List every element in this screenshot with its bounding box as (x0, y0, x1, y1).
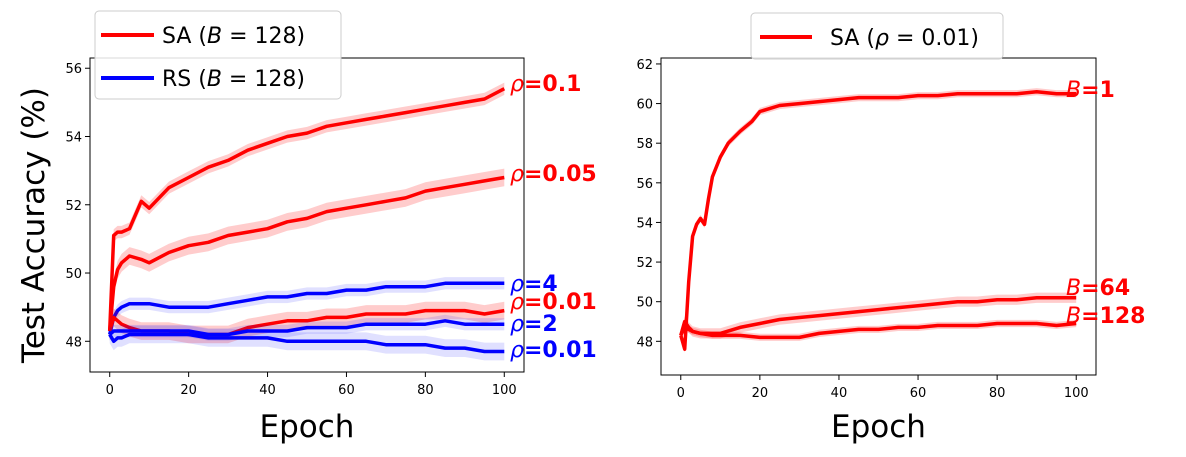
legend-label-sa: SA (B = 128) (162, 24, 305, 49)
y-tick-label: 52 (65, 199, 82, 214)
series-line (107, 281, 505, 335)
x-axis-label: Epoch (260, 409, 355, 445)
series-sa-ρ=0.1: ρ=0.1 (107, 72, 581, 338)
y-tick-label: 50 (65, 267, 82, 282)
legend-label-sa: SA (ρ = 0.01) (830, 26, 979, 51)
series-band (680, 292, 1077, 341)
y-tick-label: 54 (636, 216, 653, 231)
series-line (108, 308, 505, 337)
x-tick-label: 20 (180, 383, 197, 398)
series-end-label: B=1 (1066, 78, 1115, 103)
x-tick-label: 40 (259, 383, 276, 398)
series-sa-B=1: B=1 (679, 78, 1115, 353)
y-tick-label: 50 (636, 296, 653, 311)
series-end-label: ρ=0.1 (510, 72, 581, 97)
x-tick-label: 100 (492, 383, 517, 398)
y-tick-label: 52 (636, 256, 653, 271)
y-tick-label: 62 (636, 58, 653, 73)
series-end-label: B=64 (1066, 276, 1130, 301)
y-tick-label: 56 (65, 62, 82, 77)
chart-panel-1: 0 20 40 60 80 100 48 50 52 54 56 Epoch Test Accuracy… (16, 10, 597, 445)
y-tick-label: 58 (636, 137, 653, 152)
x-tick-label: 0 (677, 386, 685, 401)
y-axis-label: Test Accuracy (%) (16, 87, 52, 364)
series-sa-ρ=0.05: ρ=0.05 (107, 162, 597, 340)
x-tick-label: 40 (831, 386, 848, 401)
series-rs-ρ=0.01: ρ=0.01 (108, 325, 597, 363)
x-tick-label: 20 (752, 386, 769, 401)
series-end-label: ρ=4 (510, 272, 558, 297)
legend-box (94, 10, 342, 100)
y-tick-label: 56 (636, 177, 653, 192)
x-tick-label: 80 (417, 383, 434, 398)
x-tick-label: 0 (106, 383, 114, 398)
series-end-label: ρ=2 (510, 312, 558, 337)
series-line (679, 321, 1077, 340)
x-tick-label: 60 (338, 383, 355, 398)
series-line (107, 175, 505, 332)
x-tick-label: 100 (1064, 386, 1089, 401)
series-end-label: ρ=0.01 (510, 338, 597, 363)
y-tick-label: 48 (636, 335, 653, 350)
series-end-label: ρ=0.01 (510, 290, 597, 315)
x-tick-label: 80 (989, 386, 1006, 401)
chart-panel-2: 0 20 40 60 80 100 48 50 52 54 56 58 60 62 Epoch B=1 B=64… (636, 12, 1145, 445)
legend-label-rs: RS (B = 128) (162, 67, 305, 92)
x-tick-label: 60 (910, 386, 927, 401)
series-end-label: ρ=0.05 (510, 162, 597, 187)
x-axis-label: Epoch (831, 409, 926, 445)
legend: SA (ρ = 0.01) (750, 12, 1004, 60)
series-line (679, 89, 1077, 351)
y-tick-label: 60 (636, 98, 653, 113)
series-sa-B=128: B=128 (679, 304, 1145, 341)
series-line (107, 87, 506, 332)
legend-box (750, 12, 1004, 60)
series-end-label: B=128 (1066, 304, 1145, 329)
series-line (108, 332, 505, 354)
series-rs-ρ=4: ρ=4 (107, 272, 558, 341)
legend: SA (B = 128) RS (B = 128) (94, 10, 342, 100)
y-tick-label: 54 (65, 131, 82, 146)
series-line (108, 319, 505, 337)
series-rs-ρ=2: ρ=2 (108, 312, 558, 341)
y-tick-label: 48 (65, 335, 82, 350)
